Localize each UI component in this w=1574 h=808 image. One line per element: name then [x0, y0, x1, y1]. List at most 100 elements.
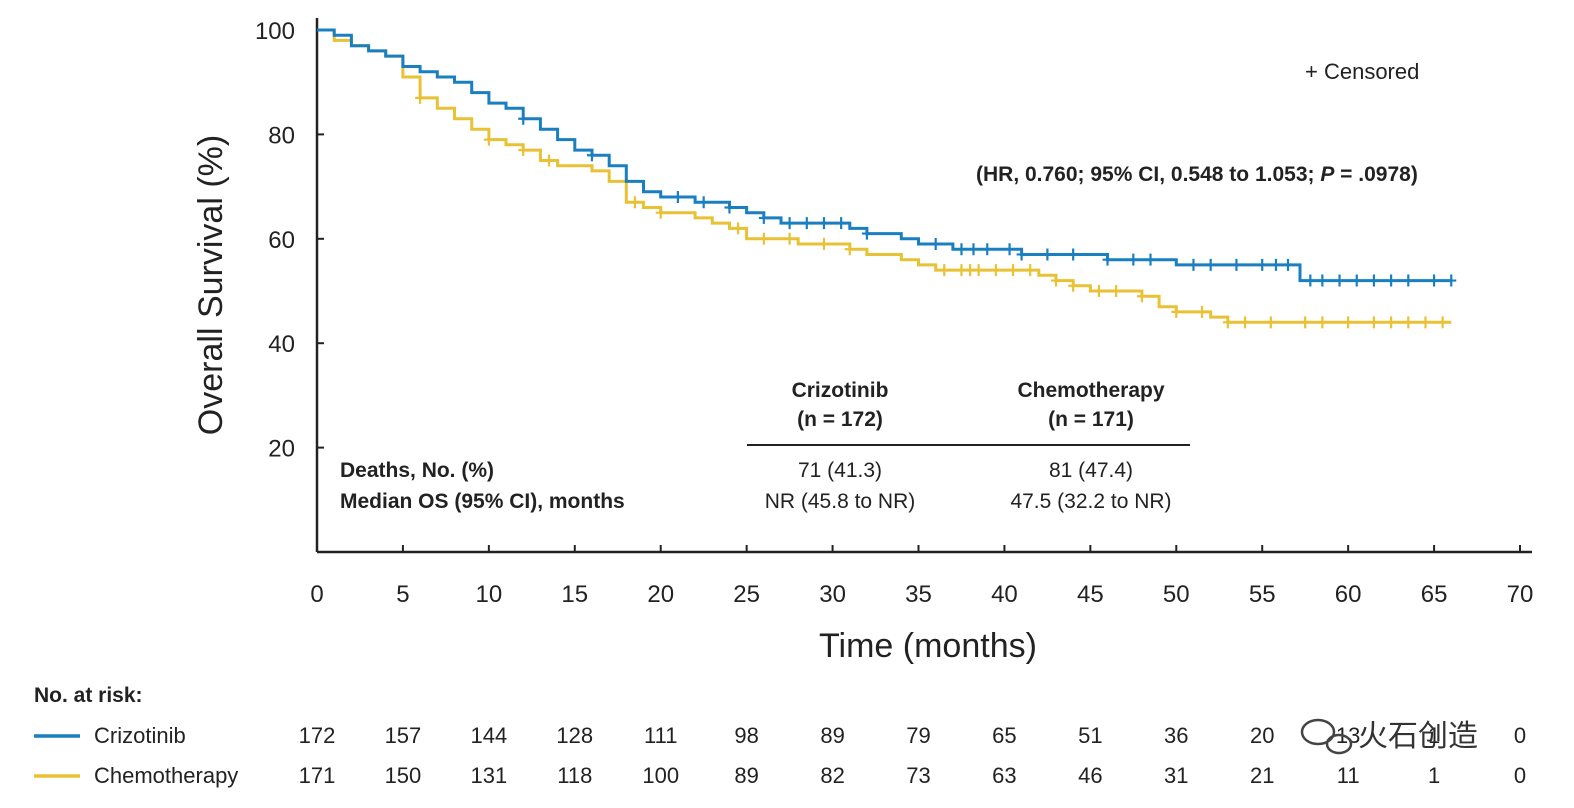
hr-text: (HR, 0.760; 95% CI, 0.548 to 1.053; — [976, 163, 1320, 186]
censor-mark — [758, 232, 769, 245]
hr-annotation: (HR, 0.760; 95% CI, 0.548 to 1.053; P = … — [976, 163, 1418, 186]
censor-mark — [1197, 305, 1208, 318]
censor-mark — [672, 191, 683, 204]
censor-mark — [483, 133, 494, 146]
at-risk-value: 100 — [642, 763, 679, 788]
y-tick-label: 60 — [268, 227, 295, 254]
censor-mark — [1420, 316, 1431, 329]
row-median-chemo: 47.5 (32.2 to NR) — [1010, 490, 1171, 513]
at-risk-value: 118 — [557, 763, 592, 788]
censor-mark — [1050, 274, 1061, 287]
x-tick-label: 40 — [991, 581, 1018, 608]
censor-mark — [844, 243, 855, 256]
censor-mark — [1102, 253, 1113, 266]
censor-mark — [1437, 316, 1448, 329]
wechat-icon — [1300, 718, 1353, 755]
censor-mark — [1368, 274, 1379, 287]
censor-mark — [1386, 316, 1397, 329]
at-risk-value: 150 — [385, 763, 422, 788]
at-risk-value: 98 — [734, 723, 758, 748]
censor-mark — [1386, 274, 1397, 287]
x-tick-label: 35 — [905, 581, 932, 608]
censor-mark — [973, 264, 984, 277]
at-risk-value: 171 — [299, 763, 336, 788]
censor-mark — [1351, 274, 1362, 287]
watermark-text: 火石创造 — [1358, 719, 1478, 754]
at-risk-value: 36 — [1164, 723, 1188, 748]
censor-mark — [415, 91, 426, 104]
hr-p-label: P — [1320, 163, 1335, 186]
at-risk-value: 20 — [1250, 723, 1274, 748]
x-tick-label: 65 — [1421, 581, 1448, 608]
censor-mark — [1016, 248, 1027, 261]
chemotherapy-curve — [317, 28, 1452, 324]
censor-mark — [1093, 285, 1104, 297]
crizotinib-curve — [317, 28, 1452, 283]
censor-mark — [1136, 290, 1147, 303]
at-risk-value: 131 — [470, 763, 507, 788]
x-tick-label: 0 — [310, 581, 323, 608]
censor-mark — [1171, 305, 1182, 318]
at-risk-value: 21 — [1250, 763, 1274, 788]
y-tick-label: 40 — [268, 331, 295, 358]
col-crizotinib-header: Crizotinib — [792, 379, 889, 402]
censor-mark — [968, 243, 979, 256]
at-risk-value: 31 — [1164, 763, 1188, 788]
censor-mark — [1265, 316, 1276, 329]
chemo-risk-label: Chemotherapy — [94, 763, 238, 788]
censor-mark — [801, 217, 812, 230]
at-risk-value: 0 — [1514, 763, 1526, 788]
censor-mark — [655, 206, 666, 219]
censor-mark — [698, 196, 709, 209]
x-tick-label: 5 — [396, 581, 409, 608]
censor-mark — [1025, 264, 1036, 277]
row-deaths-chemo: 81 (47.4) — [1049, 459, 1133, 482]
at-risk-value: 46 — [1078, 763, 1102, 788]
censor-mark — [1257, 258, 1268, 271]
hr-p-value: = .0978) — [1334, 163, 1417, 186]
at-risk-value: 1 — [1428, 763, 1440, 788]
x-tick-label: 20 — [647, 581, 674, 608]
censor-mark — [1317, 316, 1328, 329]
at-risk-table: No. at risk: Crizotinib Chemotherapy 172… — [34, 684, 1526, 788]
col-chemo-n: (n = 171) — [1048, 408, 1134, 431]
x-tick-label: 30 — [819, 581, 846, 608]
x-tick-label: 55 — [1249, 581, 1276, 608]
summary-table: Crizotinib (n = 172) Chemotherapy (n = 1… — [340, 379, 1190, 513]
y-axis-ticks: 20 40 60 80 100 — [255, 18, 324, 463]
censor-mark — [1145, 253, 1156, 266]
x-tick-label: 15 — [561, 581, 588, 608]
censor-mark — [861, 227, 872, 240]
x-axis-title: Time (months) — [819, 627, 1037, 665]
censor-mark — [1368, 316, 1379, 329]
y-tick-label: 100 — [255, 18, 295, 45]
censor-mark — [758, 211, 769, 224]
censor-mark — [1270, 258, 1281, 271]
censor-mark — [818, 217, 829, 230]
censor-mark — [518, 112, 529, 125]
at-risk-title: No. at risk: — [34, 684, 143, 707]
col-chemo-header: Chemotherapy — [1017, 379, 1164, 402]
x-axis-ticks: 0 5 10 15 20 25 30 35 40 45 50 55 60 65 70 — [310, 545, 1533, 608]
at-risk-value: 51 — [1078, 723, 1102, 748]
censor-mark — [784, 232, 795, 245]
col-crizotinib-n: (n = 172) — [797, 408, 883, 431]
x-tick-label: 45 — [1077, 581, 1104, 608]
survival-curves — [317, 28, 1457, 329]
censor-mark — [1429, 274, 1440, 287]
censor-mark — [1300, 316, 1311, 329]
censor-mark — [1343, 316, 1354, 329]
censor-mark — [1205, 258, 1216, 271]
censor-mark — [544, 154, 555, 167]
at-risk-value: 157 — [385, 723, 422, 748]
censor-mark — [1403, 316, 1414, 329]
censor-mark — [1305, 274, 1316, 287]
at-risk-value: 79 — [906, 723, 930, 748]
censor-mark — [965, 264, 976, 277]
censor-mark — [1111, 285, 1122, 297]
censor-mark — [1334, 274, 1345, 287]
censor-mark — [1068, 248, 1079, 261]
y-axis-title: Overall Survival (%) — [192, 135, 230, 435]
at-risk-value: 111 — [644, 723, 677, 748]
